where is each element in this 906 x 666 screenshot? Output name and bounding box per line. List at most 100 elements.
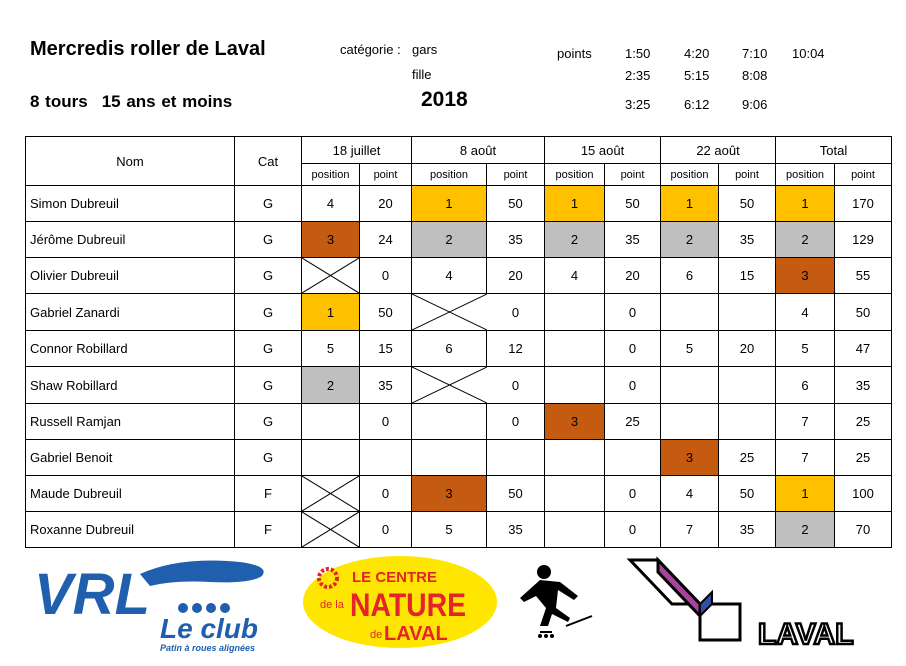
cell-cat: F xyxy=(234,475,302,512)
cell-point xyxy=(604,439,661,476)
table-row: Maude Dubreuil F 0 3 50 0 4 50 1 100 xyxy=(25,475,892,512)
table-row: Gabriel Benoit G 3 25 7 25 xyxy=(25,439,892,476)
subheader-position: position xyxy=(544,163,605,186)
col-header-date: 15 août xyxy=(544,136,661,164)
cell-position xyxy=(544,511,605,548)
absent-cross-icon xyxy=(412,367,487,403)
cell-point: 35 xyxy=(486,511,545,548)
nature-line1: LE CENTRE xyxy=(352,569,437,586)
cell-position: 6 xyxy=(660,257,719,294)
cell-cat: G xyxy=(234,257,302,294)
tours-label: 8 tours xyxy=(30,92,88,111)
cell-point: 25 xyxy=(604,403,661,440)
subheader-point: point xyxy=(718,163,776,186)
cell-total-position: 4 xyxy=(775,293,835,331)
cell-point: 0 xyxy=(604,475,661,512)
cell-position: 3 xyxy=(411,475,487,512)
cell-position: 3 xyxy=(544,403,605,440)
cell-point: 24 xyxy=(359,221,412,258)
vrl-tagline: Patin à roues alignées xyxy=(160,643,255,653)
time-value: 9:06 xyxy=(742,97,768,112)
time-value: 2:35 xyxy=(625,68,651,83)
cell-position xyxy=(411,439,487,476)
time-value: 3:25 xyxy=(625,97,651,112)
absent-cross-icon xyxy=(302,476,359,511)
cell-total-position: 1 xyxy=(775,185,835,222)
cell-position: 1 xyxy=(411,185,487,222)
subheader-point: point xyxy=(834,163,892,186)
cell-point: 0 xyxy=(604,366,661,404)
year: 2018 xyxy=(421,88,468,111)
cell-race-absent: 0 xyxy=(411,293,545,331)
cell-point: 50 xyxy=(604,185,661,222)
time-value: 7:10 xyxy=(742,46,768,61)
cell-position xyxy=(411,403,487,440)
cell-cat: G xyxy=(234,330,302,367)
cell-position xyxy=(660,366,719,404)
table-row: Simon Dubreuil G 4 20 1 50 1 50 1 50 1 1… xyxy=(25,185,892,222)
cell-position-absent xyxy=(301,511,360,548)
subheader-point: point xyxy=(486,163,545,186)
cell-position: 3 xyxy=(301,221,360,258)
laval-logo: LAVAL xyxy=(626,556,855,652)
table-row: Olivier Dubreuil G 0 4 20 4 20 6 15 3 55 xyxy=(25,257,892,294)
cell-position xyxy=(544,439,605,476)
cell-total-point: 170 xyxy=(834,185,892,222)
cell-point: 20 xyxy=(359,185,412,222)
absent-cross-icon xyxy=(412,294,487,330)
cell-position: 2 xyxy=(660,221,719,258)
cell-total-point: 129 xyxy=(834,221,892,258)
col-header-total: Total xyxy=(775,136,892,164)
table-row: Gabriel Zanardi G 1 50 0 0 4 50 xyxy=(25,293,892,331)
table-row: Shaw Robillard G 2 35 0 0 6 35 xyxy=(25,366,892,404)
col-header-nom: Nom xyxy=(25,136,235,186)
cell-name: Connor Robillard xyxy=(25,330,235,367)
cell-total-point: 47 xyxy=(834,330,892,367)
nature-dela: de la xyxy=(320,599,345,611)
time-value: 10:04 xyxy=(792,46,825,61)
cell-position: 2 xyxy=(411,221,487,258)
cell-position: 1 xyxy=(544,185,605,222)
skater-swoosh-icon xyxy=(140,560,264,586)
cell-position: 5 xyxy=(411,511,487,548)
cell-total-point: 55 xyxy=(834,257,892,294)
cell-point: 50 xyxy=(718,185,776,222)
cell-position: 4 xyxy=(411,257,487,294)
cell-position: 1 xyxy=(301,293,360,331)
cell-point: 12 xyxy=(486,330,545,367)
vrl-logo-text: VRL xyxy=(34,562,150,627)
subheader-position: position xyxy=(301,163,360,186)
cell-position xyxy=(544,330,605,367)
table-row: Jérôme Dubreuil G 3 24 2 35 2 35 2 35 2 … xyxy=(25,221,892,258)
cell-position xyxy=(301,403,360,440)
cell-point: 0 xyxy=(511,304,520,320)
cell-point: 20 xyxy=(718,330,776,367)
cell-point: 35 xyxy=(718,221,776,258)
cell-point: 15 xyxy=(359,330,412,367)
cell-total-point: 35 xyxy=(834,366,892,404)
time-value: 5:15 xyxy=(684,68,710,83)
cell-name: Simon Dubreuil xyxy=(25,185,235,222)
cell-position xyxy=(660,403,719,440)
subheader-position: position xyxy=(775,163,835,186)
cell-point: 0 xyxy=(511,377,520,393)
col-header-cat: Cat xyxy=(234,136,302,186)
subheader-point: point xyxy=(604,163,661,186)
cell-total-point: 70 xyxy=(834,511,892,548)
page-title: Mercredis roller de Laval xyxy=(30,38,266,60)
cell-total-position: 7 xyxy=(775,403,835,440)
cell-total-point: 100 xyxy=(834,475,892,512)
cell-point: 0 xyxy=(604,330,661,367)
cell-cat: G xyxy=(234,293,302,331)
cell-total-point: 50 xyxy=(834,293,892,331)
categorie-label: catégorie : xyxy=(340,42,401,57)
cell-point: 50 xyxy=(359,293,412,331)
cell-point: 35 xyxy=(718,511,776,548)
time-value: 1:50 xyxy=(625,46,651,61)
cell-cat: G xyxy=(234,439,302,476)
points-label: points xyxy=(557,46,592,61)
cell-point: 50 xyxy=(718,475,776,512)
cell-total-position: 2 xyxy=(775,221,835,258)
cell-name: Roxanne Dubreuil xyxy=(25,511,235,548)
cell-position xyxy=(301,439,360,476)
